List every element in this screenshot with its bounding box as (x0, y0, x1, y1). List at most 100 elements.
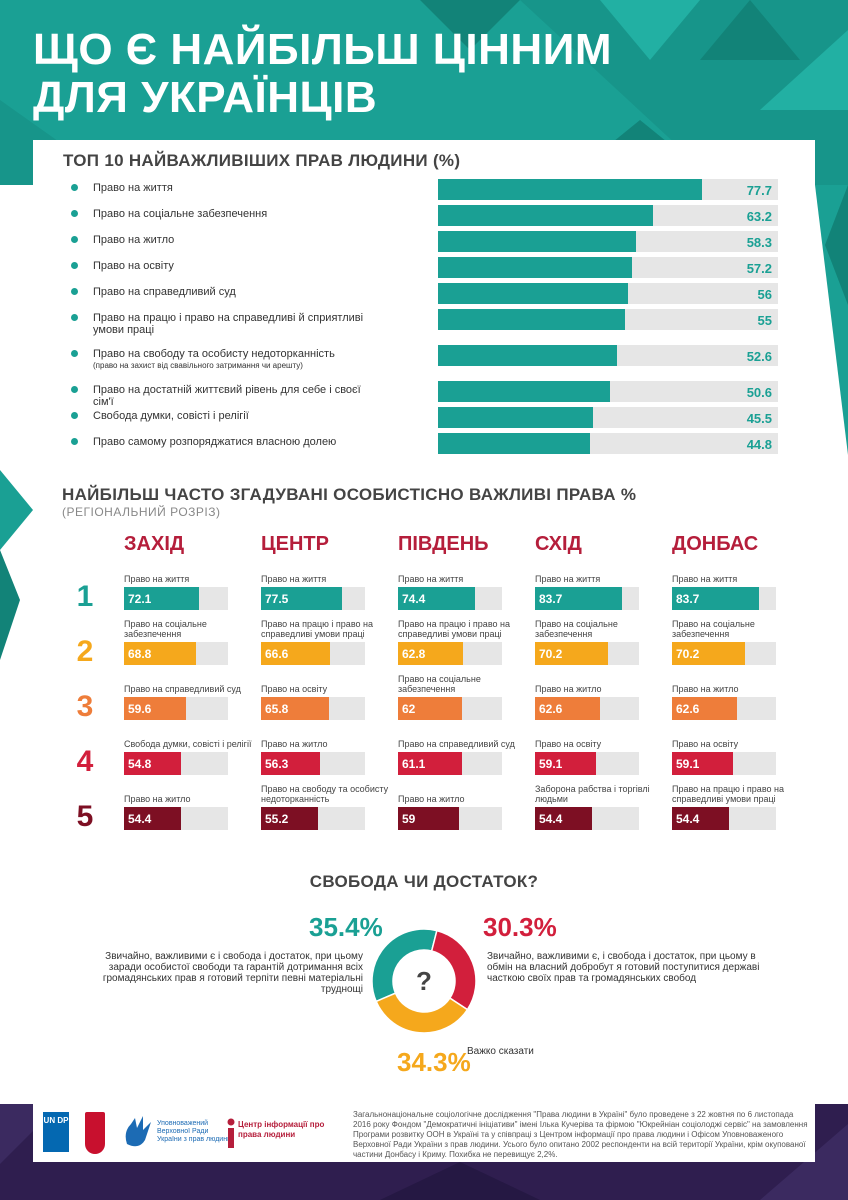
top10-card: Топ 10 найважливіших прав людини (%) Пра… (33, 140, 815, 460)
rank-number: 2 (76, 635, 94, 668)
regional-cell: Право на соціальне забезпечення 62 (398, 670, 508, 720)
regional-value: 61.1 (402, 757, 426, 771)
top10-bar-track: 77.7 (438, 179, 778, 200)
regional-item-label: Право на освіту (535, 739, 602, 749)
regional-item-label: Право на житло (672, 684, 739, 694)
rank-number: 3 (76, 690, 94, 723)
regional-cell: Право на соціальне забезпечення 70.2 (535, 615, 645, 665)
regional-value: 56.3 (265, 757, 289, 771)
regional-item-label: Право на життя (672, 574, 738, 584)
regional-bar (535, 642, 608, 665)
regional-bar (261, 587, 342, 610)
regional-cell: Право на освіту 65.8 (261, 670, 371, 720)
top10-bullet-icon (71, 262, 78, 269)
page-title-line-1: Що є найбільш цінним (33, 25, 612, 74)
regional-cell: Право на життя 83.7 (535, 560, 645, 610)
top10-bullet-icon (71, 350, 78, 357)
regional-bar-track: 62.6 (535, 697, 639, 720)
regional-cell: Право на працю і право на справедливі ум… (672, 780, 784, 830)
regional-value: 59 (402, 812, 416, 826)
top10-bar-track: 44.8 (438, 433, 778, 454)
regional-item-label: Заборона рабства і торгівлі людьми (535, 784, 650, 804)
regional-item-label: Право на працю і право на справедливі ум… (672, 784, 784, 804)
regional-cell: Право на життя 77.5 (261, 560, 371, 610)
top10-bar (438, 345, 617, 366)
region-name: Захід (124, 533, 185, 555)
left-side-decoration (0, 470, 33, 660)
regional-bar (398, 807, 460, 830)
top10-bullet-icon (71, 438, 78, 445)
regional-bar-track: 59.1 (672, 752, 776, 775)
top10-bar (438, 257, 633, 278)
regional-item-label: Право на житло (261, 739, 328, 749)
top10-row: Свобода думки, совісті і релігії 45.5 (33, 404, 815, 428)
regional-value: 72.1 (128, 592, 152, 606)
regional-bar (261, 642, 331, 665)
regional-cell: Право на працю і право на справедливі ум… (398, 615, 510, 665)
regional-bar-track: 59 (398, 807, 502, 830)
regional-bar (672, 807, 729, 830)
regional-bar-track: 62 (398, 697, 502, 720)
regional-bar-track: 83.7 (535, 587, 639, 610)
regional-value: 77.5 (265, 592, 289, 606)
page-title-line-2: для українців (33, 73, 378, 122)
pct-label-freedom: 35.4% (309, 912, 383, 942)
top10-value: 55 (757, 313, 772, 328)
regional-bar-track: 54.8 (124, 752, 228, 775)
regional-item-label: Право на освіту (672, 739, 739, 749)
top10-row: Право на справедливий суд 56 (33, 280, 815, 304)
regional-cell: Право на житло 56.3 (261, 725, 371, 775)
regional-cell: Право на житло 62.6 (535, 670, 645, 720)
regional-subtitle: (регіональний розріз) (62, 505, 221, 519)
top10-label: Право на достатній життєвий рівень для с… (93, 384, 373, 408)
regional-bar (124, 697, 186, 720)
top10-label: Право на справедливий суд (93, 286, 373, 298)
ombudsman-logo-text: Уповноважений Верховної Ради України з п… (157, 1120, 231, 1143)
regional-bar (672, 587, 760, 610)
regional-value: 66.6 (265, 647, 289, 661)
regional-item-label: Право на житло (398, 794, 465, 804)
region-name: Схід (535, 533, 582, 555)
top10-bullet-icon (71, 184, 78, 191)
regional-value: 65.8 (265, 702, 289, 716)
regional-value: 62.6 (539, 702, 563, 716)
donut-center-question: ? (416, 966, 432, 996)
top10-value: 45.5 (746, 411, 772, 426)
page-title: Що є найбільш цінним для українців (33, 26, 612, 122)
freedom-donut-chart: ? (371, 928, 477, 1034)
regional-bar-track: 62.8 (398, 642, 502, 665)
top10-label: Право самому розпоряджатися власною доле… (93, 436, 373, 448)
region-name: Південь (398, 533, 489, 555)
top10-value: 52.6 (746, 349, 772, 364)
regional-item-label: Право на соціальне забезпечення (398, 674, 481, 694)
regional-item-label: Право на життя (535, 574, 601, 584)
donut-slice-prosperity (430, 929, 477, 1011)
top10-value: 44.8 (746, 437, 772, 452)
donut-slice-freedom (371, 928, 438, 1003)
regional-item-label: Право на життя (261, 574, 327, 584)
undp-logo: UN DP (43, 1112, 69, 1152)
regional-cell: Право на працю і право на справедливі ум… (261, 615, 373, 665)
regional-bar (535, 587, 623, 610)
survey-methodology-note: Загальнонаціональне соціологічне дослідж… (353, 1110, 808, 1159)
regional-bar-track: 74.4 (398, 587, 502, 610)
regional-value: 54.4 (676, 812, 700, 826)
footer-panel: UN DP Уповноважений Верховної Ради Украї… (33, 1104, 815, 1162)
ombudsman-hand-logo (125, 1116, 151, 1147)
regional-value: 62.8 (402, 647, 426, 661)
top10-row: Право самому розпоряджатися власною доле… (33, 430, 815, 454)
regional-bar-track: 62.6 (672, 697, 776, 720)
regional-bar-track: 55.2 (261, 807, 365, 830)
regional-cell: Право на життя 72.1 (124, 560, 234, 610)
header-banner: Що є найбільш цінним для українців (0, 0, 848, 185)
top10-bar-track: 45.5 (438, 407, 778, 428)
regional-value: 83.7 (676, 592, 700, 606)
top10-value: 58.3 (746, 235, 772, 250)
regional-bar (261, 807, 319, 830)
pct-label-prosperity: 30.3% (483, 912, 557, 942)
top10-label: Право на освіту (93, 260, 373, 272)
top10-label: Право на свободу та особисту недоторканн… (93, 348, 373, 371)
rank-number: 5 (76, 800, 94, 833)
regional-value: 59.1 (676, 757, 700, 771)
regional-bar-track: 54.4 (672, 807, 776, 830)
